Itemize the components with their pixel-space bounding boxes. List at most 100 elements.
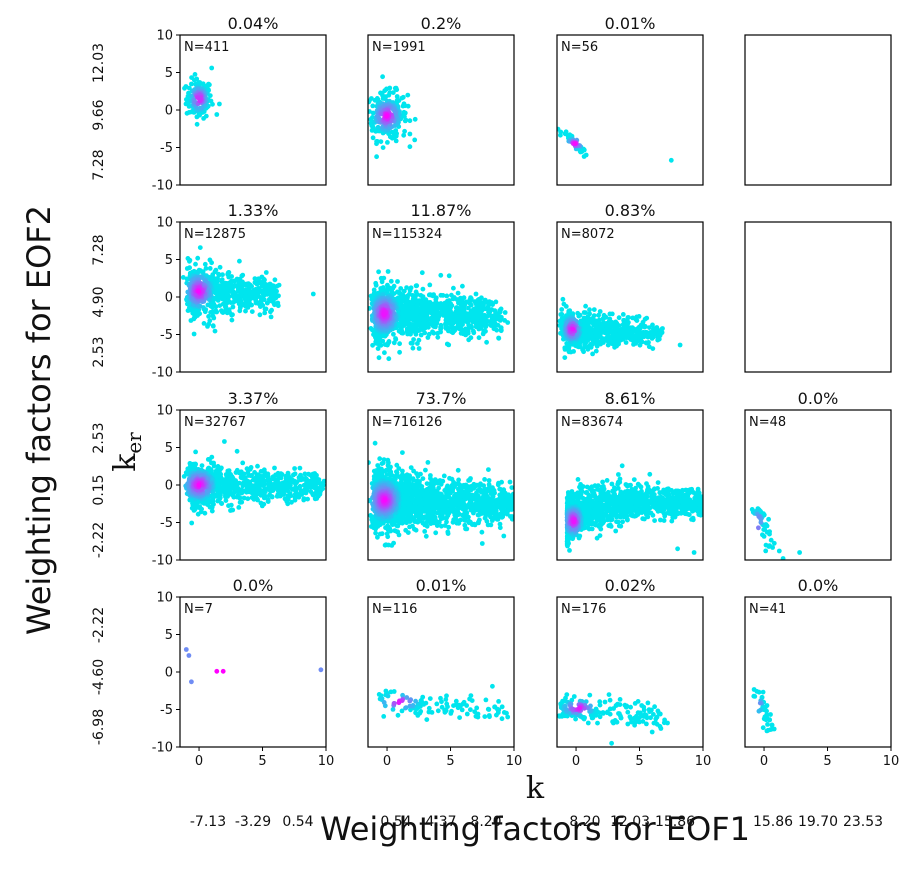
- point-r1c1-443: [497, 308, 503, 313]
- point-r1c1-651: [419, 322, 425, 328]
- point-r2c1-1068: [459, 492, 465, 498]
- point-r2c0-555: [287, 491, 293, 496]
- point-r1c2-489: [607, 318, 613, 324]
- point-r2c1-643: [408, 465, 414, 470]
- point-r2c0-499: [262, 470, 268, 475]
- point-r1c0-395: [256, 276, 261, 282]
- point-r2c0-444: [189, 520, 195, 526]
- point-r1c2-387: [624, 334, 630, 340]
- point-r1c1-802: [422, 325, 428, 331]
- point-r1c0-352: [223, 281, 229, 287]
- point-r1c1-609: [388, 278, 394, 284]
- point-r2c1-1062: [449, 483, 455, 489]
- point-r0c1-79: [396, 98, 402, 103]
- point-r1c2-1: [596, 317, 602, 323]
- point-r1c1-564: [372, 289, 377, 295]
- point-r0c1-56: [387, 85, 393, 91]
- point-r2c1-815: [488, 522, 494, 528]
- point-r1c0-350: [191, 268, 197, 274]
- point-r2c0-476: [309, 474, 315, 480]
- point-r1c1-711: [446, 342, 452, 348]
- y-tick-label-r2c0-4: -10: [152, 554, 173, 569]
- point-r1c1-801: [454, 305, 460, 310]
- point-r1c1-816: [434, 307, 440, 312]
- y-tick-label-r2c0-2: 0: [165, 479, 173, 494]
- panel-frame-r1c3: [744, 221, 892, 373]
- point-r1c1-46: [438, 272, 444, 278]
- point-r1c1-765: [410, 306, 415, 312]
- point-r1c1-701: [435, 310, 441, 316]
- point-r0c1-58: [403, 117, 409, 123]
- point-r2c1-1000: [462, 522, 468, 528]
- point-r1c2-497: [590, 337, 596, 342]
- point-r1c1-811: [429, 318, 434, 324]
- extra-point-r0c1-1: [394, 94, 400, 99]
- point-r2c0-415: [275, 470, 281, 476]
- point-r2c0-489: [301, 496, 307, 501]
- point-r2c0-29: [228, 502, 234, 508]
- point-r2c0-595: [294, 490, 299, 496]
- point-r2c0-364: [270, 476, 276, 482]
- point-r1c0-120: [207, 266, 213, 271]
- point-r2c1-703: [495, 482, 501, 488]
- point-r2c0-219: [193, 449, 199, 455]
- point-r2c0-586: [216, 487, 222, 493]
- point-r1c1-794: [446, 325, 452, 331]
- panel-n-label-r1c1: N=115324: [372, 227, 442, 242]
- point-r0c1-31: [378, 139, 384, 145]
- point-r1c2-303: [562, 347, 568, 352]
- point-r2c1-908: [421, 516, 426, 521]
- point-r2c1-513: [445, 531, 451, 536]
- point-r2c0-587: [304, 483, 309, 489]
- point-r2c0-441: [209, 460, 214, 466]
- point-r1c1-826: [396, 290, 402, 296]
- point-r1c1-791: [439, 303, 445, 308]
- point-r1c1-823: [415, 304, 420, 309]
- point-r1c0-251: [202, 261, 208, 267]
- point-r1c2-457: [654, 331, 660, 337]
- point-r1c0-218: [223, 307, 229, 312]
- point-r1c2-461: [614, 320, 620, 326]
- point-r1c0-181: [220, 310, 226, 315]
- point-r2c0-117: [302, 471, 308, 477]
- point-r2c0-585: [198, 509, 204, 515]
- point-r1c0-317: [185, 256, 191, 261]
- point-r1c2-438: [645, 334, 651, 340]
- points-r0c1: [368, 74, 418, 160]
- point-r1c1-1198: [381, 311, 387, 317]
- extra-point-r0c2-0: [668, 157, 674, 163]
- panel-n-label-r2c0: N=32767: [184, 415, 246, 430]
- point-r2c1-647: [445, 483, 450, 489]
- point-r0c1-60: [407, 144, 413, 150]
- point-r1c2-386: [558, 330, 563, 336]
- point-r1c1-581: [475, 300, 481, 306]
- extra-point-r1c1-1: [496, 335, 502, 341]
- point-r2c1-212: [420, 476, 426, 481]
- point-r2c1-6: [509, 485, 514, 490]
- point-r1c2-381: [612, 337, 618, 342]
- point-r1c1-809: [468, 302, 474, 308]
- point-r1c1-136: [420, 286, 426, 292]
- point-r1c1-729: [477, 326, 483, 331]
- point-r1c1-621: [455, 290, 461, 296]
- point-r1c1-752: [473, 320, 478, 326]
- point-r1c1-734: [463, 312, 469, 318]
- point-r0c1-42: [385, 140, 390, 145]
- extra-point-r0c0-1: [214, 112, 220, 117]
- point-r2c0-584: [192, 461, 198, 467]
- point-r2c1-502: [456, 520, 462, 526]
- point-r1c1-653: [495, 314, 500, 320]
- point-r2c0-553: [209, 508, 215, 514]
- point-r1c1-556: [416, 337, 422, 343]
- point-r1c0-125: [268, 314, 274, 320]
- point-r1c1-814: [489, 320, 494, 325]
- extra-point-r0c0-2: [217, 101, 222, 107]
- point-r0c1-15: [412, 137, 418, 143]
- point-r1c1-253: [427, 282, 433, 288]
- point-r1c0-406: [223, 286, 228, 291]
- point-r1c1-563: [368, 293, 374, 299]
- point-r1c2-258: [634, 314, 640, 320]
- point-r2c1-873: [451, 479, 456, 485]
- panel-frame-r0c1: [367, 34, 515, 186]
